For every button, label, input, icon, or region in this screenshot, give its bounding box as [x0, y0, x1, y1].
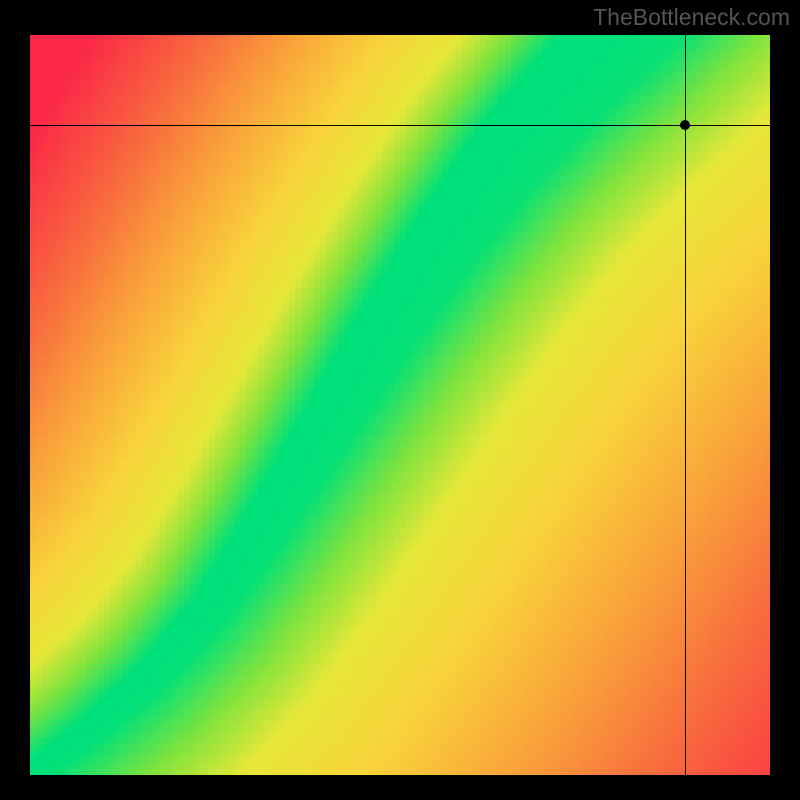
crosshair-horizontal: [30, 125, 770, 126]
crosshair-marker: [680, 120, 690, 130]
watermark-text: TheBottleneck.com: [593, 4, 790, 31]
heatmap-canvas: [30, 35, 770, 775]
crosshair-vertical: [685, 35, 686, 775]
plot-area: [30, 35, 770, 775]
